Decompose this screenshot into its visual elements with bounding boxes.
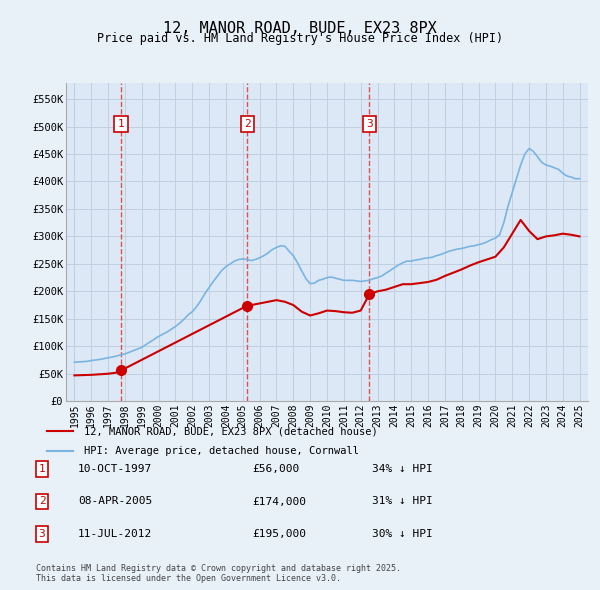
Text: 2: 2	[244, 119, 251, 129]
Text: 1: 1	[38, 464, 46, 474]
Text: 11-JUL-2012: 11-JUL-2012	[78, 529, 152, 539]
Text: 1: 1	[118, 119, 124, 129]
Text: £174,000: £174,000	[252, 497, 306, 506]
Text: 3: 3	[366, 119, 373, 129]
Text: Contains HM Land Registry data © Crown copyright and database right 2025.
This d: Contains HM Land Registry data © Crown c…	[36, 563, 401, 583]
Text: £56,000: £56,000	[252, 464, 299, 474]
Text: 2: 2	[38, 497, 46, 506]
Text: 30% ↓ HPI: 30% ↓ HPI	[372, 529, 433, 539]
Text: 12, MANOR ROAD, BUDE, EX23 8PX: 12, MANOR ROAD, BUDE, EX23 8PX	[163, 21, 437, 35]
Text: 08-APR-2005: 08-APR-2005	[78, 497, 152, 506]
Text: 34% ↓ HPI: 34% ↓ HPI	[372, 464, 433, 474]
Text: Price paid vs. HM Land Registry's House Price Index (HPI): Price paid vs. HM Land Registry's House …	[97, 32, 503, 45]
Text: 12, MANOR ROAD, BUDE, EX23 8PX (detached house): 12, MANOR ROAD, BUDE, EX23 8PX (detached…	[83, 427, 377, 436]
Text: HPI: Average price, detached house, Cornwall: HPI: Average price, detached house, Corn…	[83, 446, 359, 455]
Text: 3: 3	[38, 529, 46, 539]
Text: £195,000: £195,000	[252, 529, 306, 539]
Text: 31% ↓ HPI: 31% ↓ HPI	[372, 497, 433, 506]
Text: 10-OCT-1997: 10-OCT-1997	[78, 464, 152, 474]
